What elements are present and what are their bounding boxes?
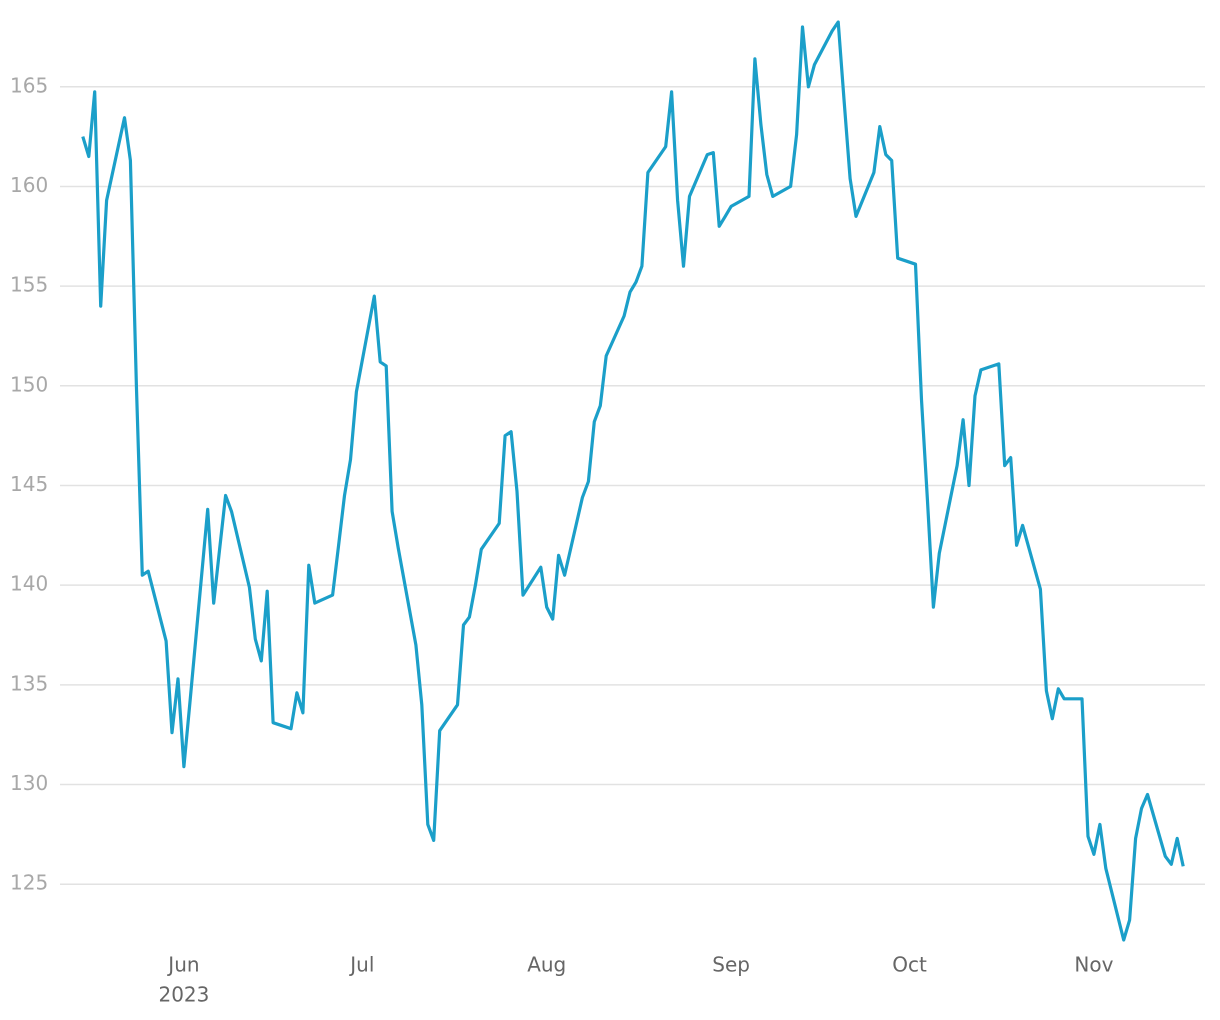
y-tick-label: 130 — [10, 771, 48, 795]
y-tick-label: 135 — [10, 671, 48, 695]
y-tick-label: 150 — [10, 372, 48, 396]
x-tick-label: Jul — [348, 953, 374, 977]
x-tick-label: Sep — [712, 953, 750, 977]
y-tick-label: 125 — [10, 871, 48, 895]
y-tick-label: 165 — [10, 73, 48, 97]
x-tick-label: Nov — [1074, 953, 1113, 977]
y-tick-label: 140 — [10, 572, 48, 596]
y-tick-label: 145 — [10, 472, 48, 496]
year-label: 2023 — [158, 983, 209, 1007]
y-tick-label: 160 — [10, 173, 48, 197]
x-tick-label: Oct — [892, 953, 927, 977]
x-tick-label: Aug — [527, 953, 566, 977]
price-line — [81, 20, 1185, 942]
y-tick-label: 155 — [10, 273, 48, 297]
x-tick-label: Jun — [166, 953, 199, 977]
